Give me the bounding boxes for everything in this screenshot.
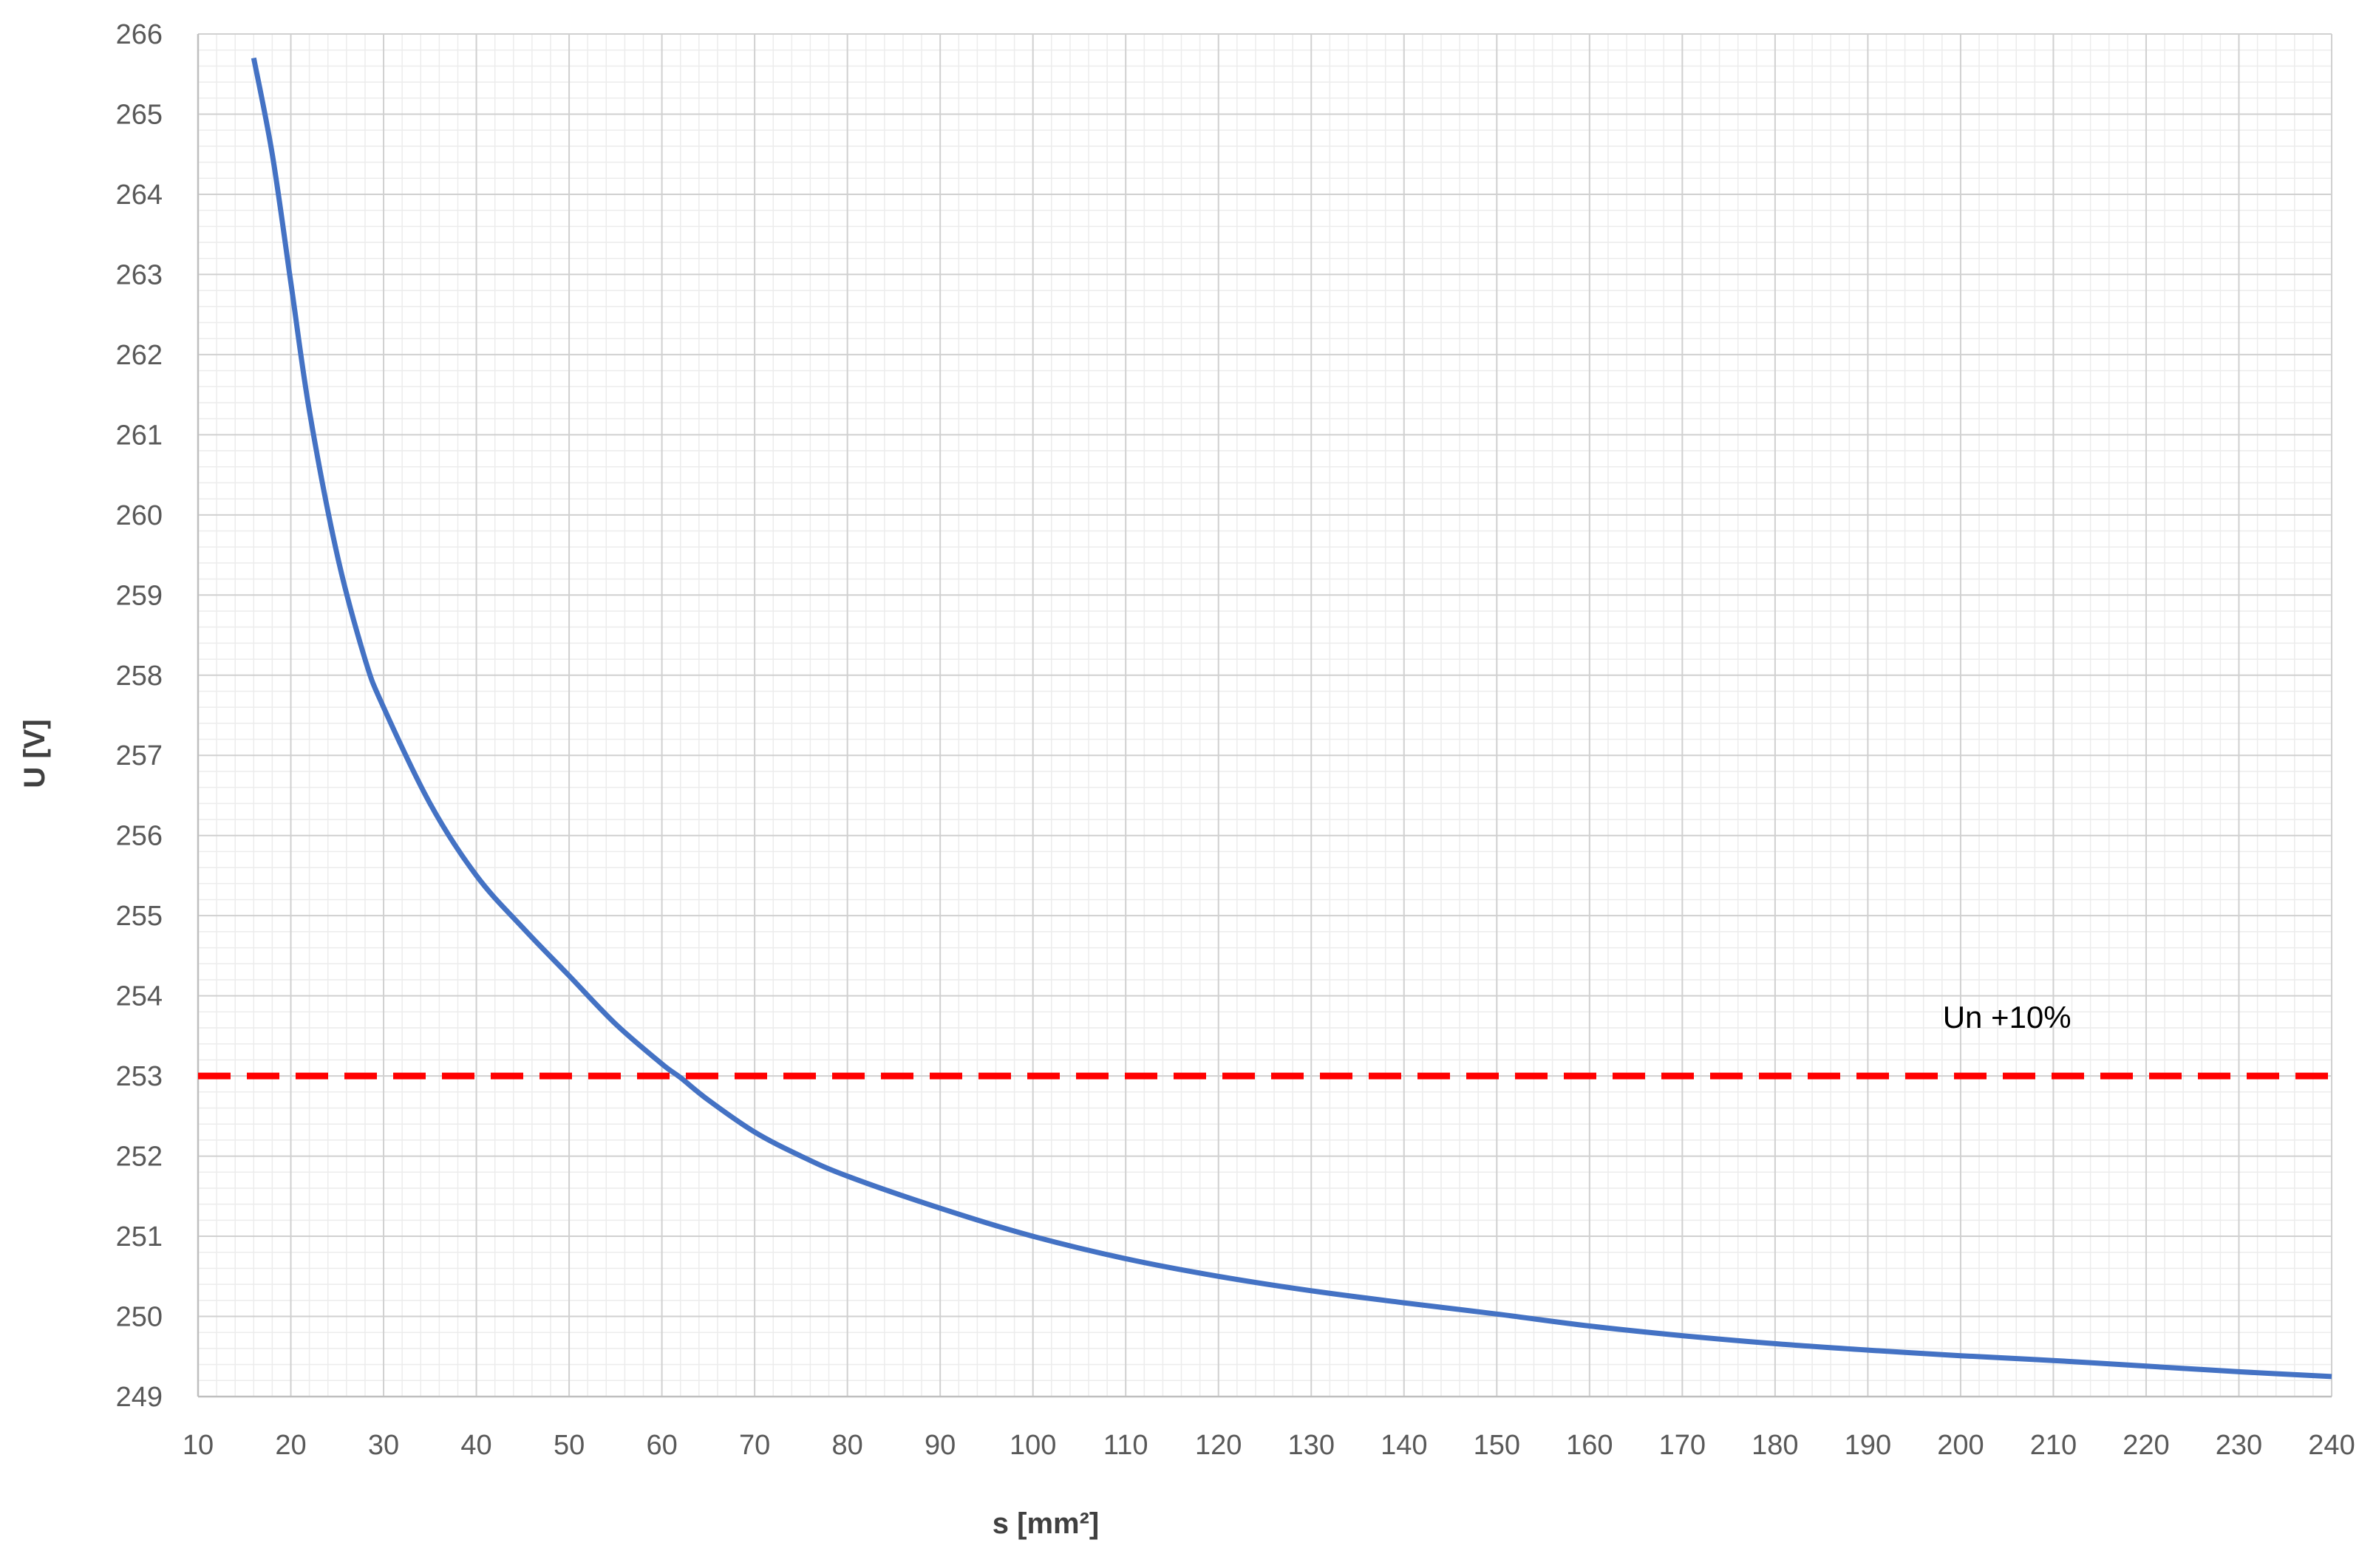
series-layer	[198, 57, 2332, 1380]
x-tick-label: 90	[925, 1430, 956, 1461]
x-tick-label: 160	[1566, 1430, 1613, 1461]
x-tick-label: 140	[1381, 1430, 1427, 1461]
y-tick-label: 252	[116, 1142, 163, 1173]
voltage-curve	[251, 57, 2332, 1380]
x-axis-title: s [mm²]	[993, 1507, 1099, 1540]
y-tick-label: 266	[116, 19, 163, 50]
y-tick-label: 260	[116, 500, 163, 531]
y-tick-label: 255	[116, 901, 163, 932]
y-tick-label: 262	[116, 340, 163, 371]
y-axis-title: U [V]	[18, 719, 51, 788]
y-tick-label: 258	[116, 661, 163, 692]
annotations: Un +10%	[1943, 1000, 2072, 1034]
minor-grid	[198, 34, 2332, 1397]
x-tick-label: 180	[1752, 1430, 1798, 1461]
x-tick-label: 240	[2308, 1430, 2355, 1461]
y-tick-label: 265	[116, 99, 163, 130]
x-tick-label: 60	[646, 1430, 677, 1461]
x-tick-label: 150	[1474, 1430, 1520, 1461]
x-tick-labels: 10 20 30 40 50 60 70 80 90 100 110 120 130 140 150 160 1…	[183, 1430, 2355, 1461]
y-tick-labels: 249 250 251 252 253 254 255 256 257 258 259 260 261 2…	[116, 19, 163, 1413]
y-tick-label: 257	[116, 740, 163, 771]
x-tick-label: 20	[275, 1430, 306, 1461]
y-tick-label: 250	[116, 1302, 163, 1333]
y-tick-label: 263	[116, 259, 163, 290]
y-tick-label: 261	[116, 420, 163, 451]
x-tick-label: 70	[739, 1430, 770, 1461]
x-tick-label: 200	[1937, 1430, 1984, 1461]
major-grid	[197, 33, 2332, 1397]
x-tick-label: 80	[832, 1430, 863, 1461]
x-tick-label: 220	[2123, 1430, 2169, 1461]
y-tick-label: 256	[116, 821, 163, 852]
x-tick-label: 10	[183, 1430, 214, 1461]
x-tick-label: 40	[460, 1430, 491, 1461]
y-tick-label: 249	[116, 1382, 163, 1413]
x-tick-label: 30	[368, 1430, 399, 1461]
x-tick-label: 130	[1288, 1430, 1335, 1461]
y-tick-label: 253	[116, 1061, 163, 1092]
annotation-label: Un +10%	[1943, 1000, 2072, 1034]
x-tick-label: 110	[1103, 1430, 1148, 1461]
x-tick-label: 210	[2030, 1430, 2077, 1461]
y-tick-label: 254	[116, 981, 163, 1012]
y-tick-label: 259	[116, 580, 163, 611]
y-tick-label: 251	[116, 1221, 163, 1252]
x-tick-label: 230	[2216, 1430, 2262, 1461]
x-tick-label: 100	[1010, 1430, 1056, 1461]
x-tick-label: 50	[554, 1430, 585, 1461]
y-tick-label: 264	[116, 180, 163, 211]
plot-frame	[197, 34, 2332, 1398]
x-tick-label: 120	[1195, 1430, 1242, 1461]
x-tick-label: 190	[1845, 1430, 1891, 1461]
x-tick-label: 170	[1659, 1430, 1706, 1461]
